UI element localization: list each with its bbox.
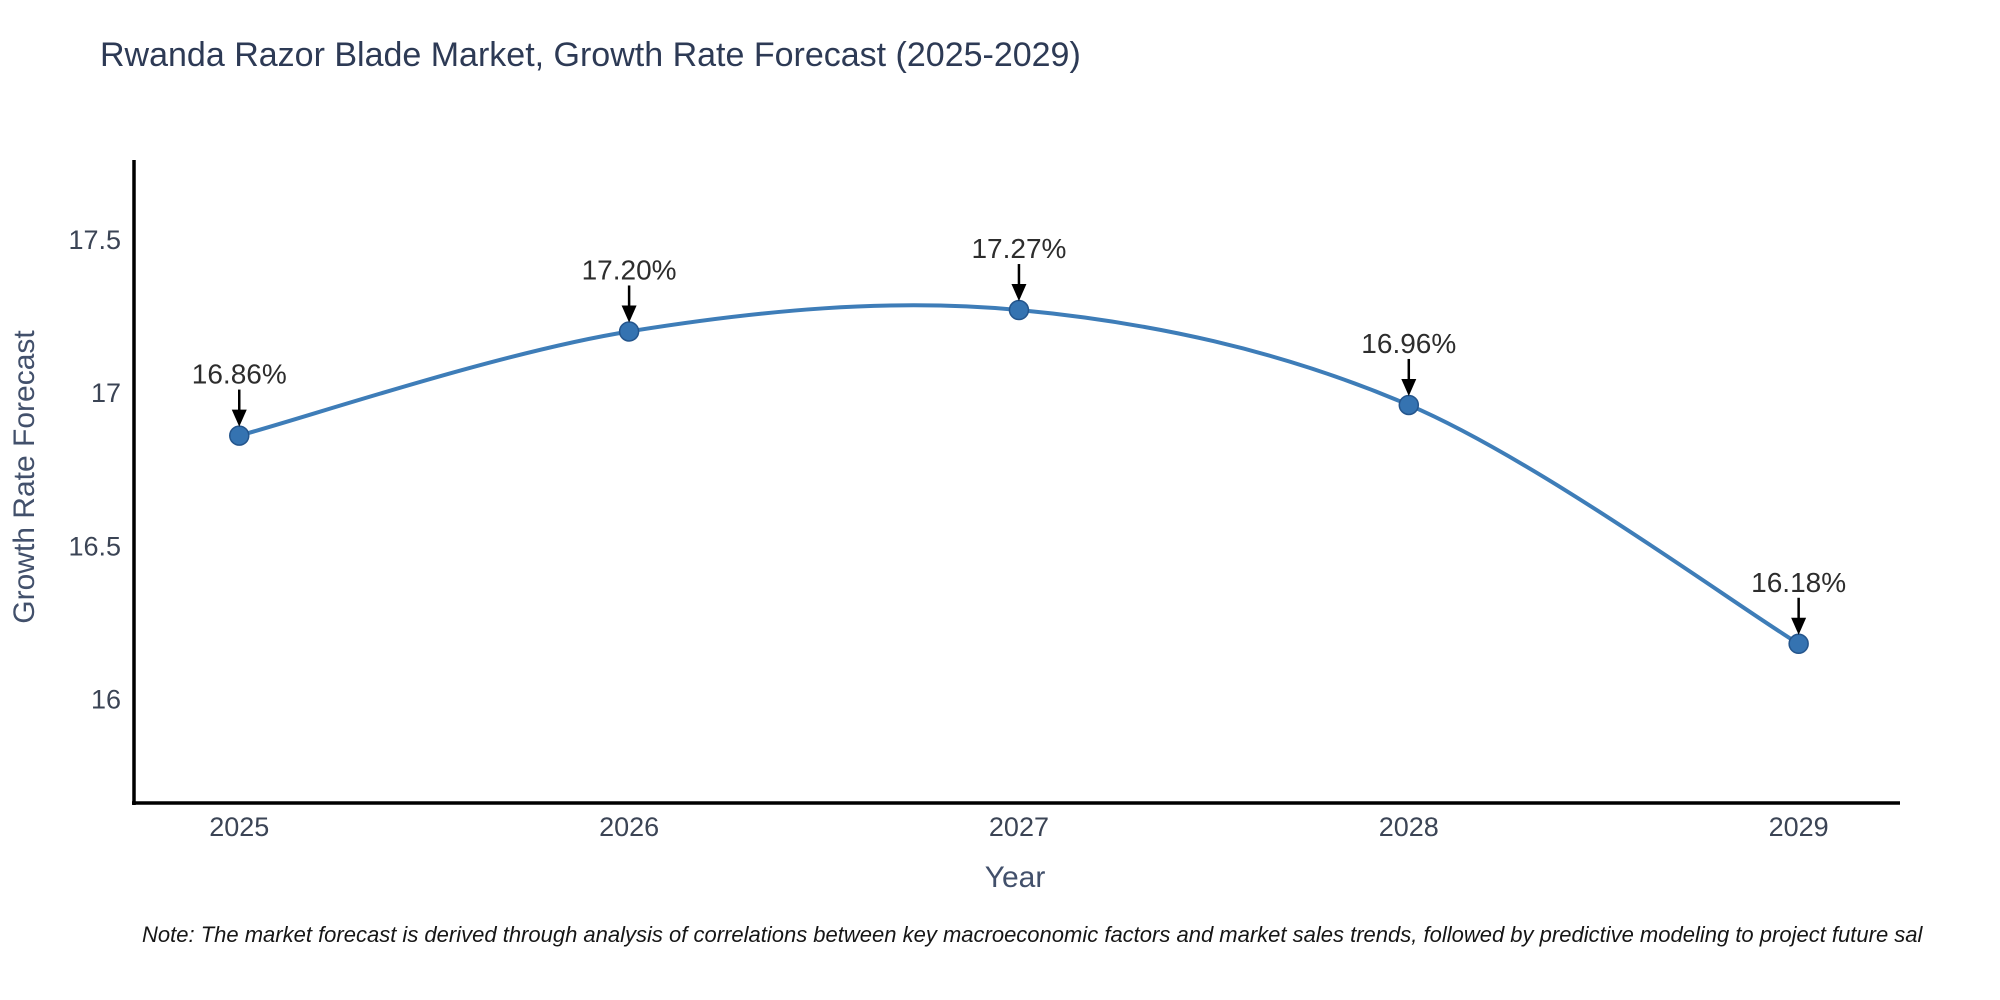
data-point-marker-2025: [229, 425, 250, 446]
annotation-label-2027: 17.27%: [971, 233, 1066, 264]
trend-line: [237, 303, 1801, 646]
annotation-arrow-head-2026: [621, 305, 637, 323]
x-tick-label-2025: 2025: [209, 812, 269, 842]
data-point-marker-2026: [618, 321, 640, 342]
data-point-marker-2029: [1788, 633, 1809, 655]
y-tick-label-16: 16: [91, 684, 121, 714]
data-point-marker-2028: [1398, 394, 1420, 416]
y-tick-label-16.5: 16.5: [68, 531, 121, 561]
annotation-label-2029: 16.18%: [1751, 567, 1846, 598]
annotation-arrow-head-2027: [1011, 284, 1027, 302]
y-tick-label-17.5: 17.5: [68, 225, 121, 255]
x-tick-label-2029: 2029: [1769, 812, 1829, 842]
plot-area: 17.5 17 16.5 16 2025 2026 2027 2028 2029 16.86% 17…: [68, 160, 1900, 842]
footnote: Note: The market forecast is derived thr…: [142, 922, 1923, 947]
y-axis-title: Growth Rate Forecast: [8, 330, 41, 624]
x-tick-label-2026: 2026: [599, 812, 659, 842]
annotation-label-2025: 16.86%: [192, 359, 287, 390]
chart-title: Rwanda Razor Blade Market, Growth Rate F…: [100, 36, 1081, 74]
y-tick-label-17: 17: [91, 378, 121, 408]
annotation-label-2026: 17.20%: [582, 254, 677, 285]
x-axis-title: Year: [985, 861, 1046, 894]
data-point-marker-2027: [1008, 299, 1030, 321]
annotation-label-2028: 16.96%: [1361, 328, 1456, 359]
annotation-arrow-head-2029: [1791, 617, 1807, 635]
x-tick-label-2028: 2028: [1379, 812, 1439, 842]
x-tick-label-2027: 2027: [989, 812, 1049, 842]
annotation-arrow-head-2025: [231, 409, 247, 427]
annotation-arrow-head-2028: [1401, 378, 1417, 396]
